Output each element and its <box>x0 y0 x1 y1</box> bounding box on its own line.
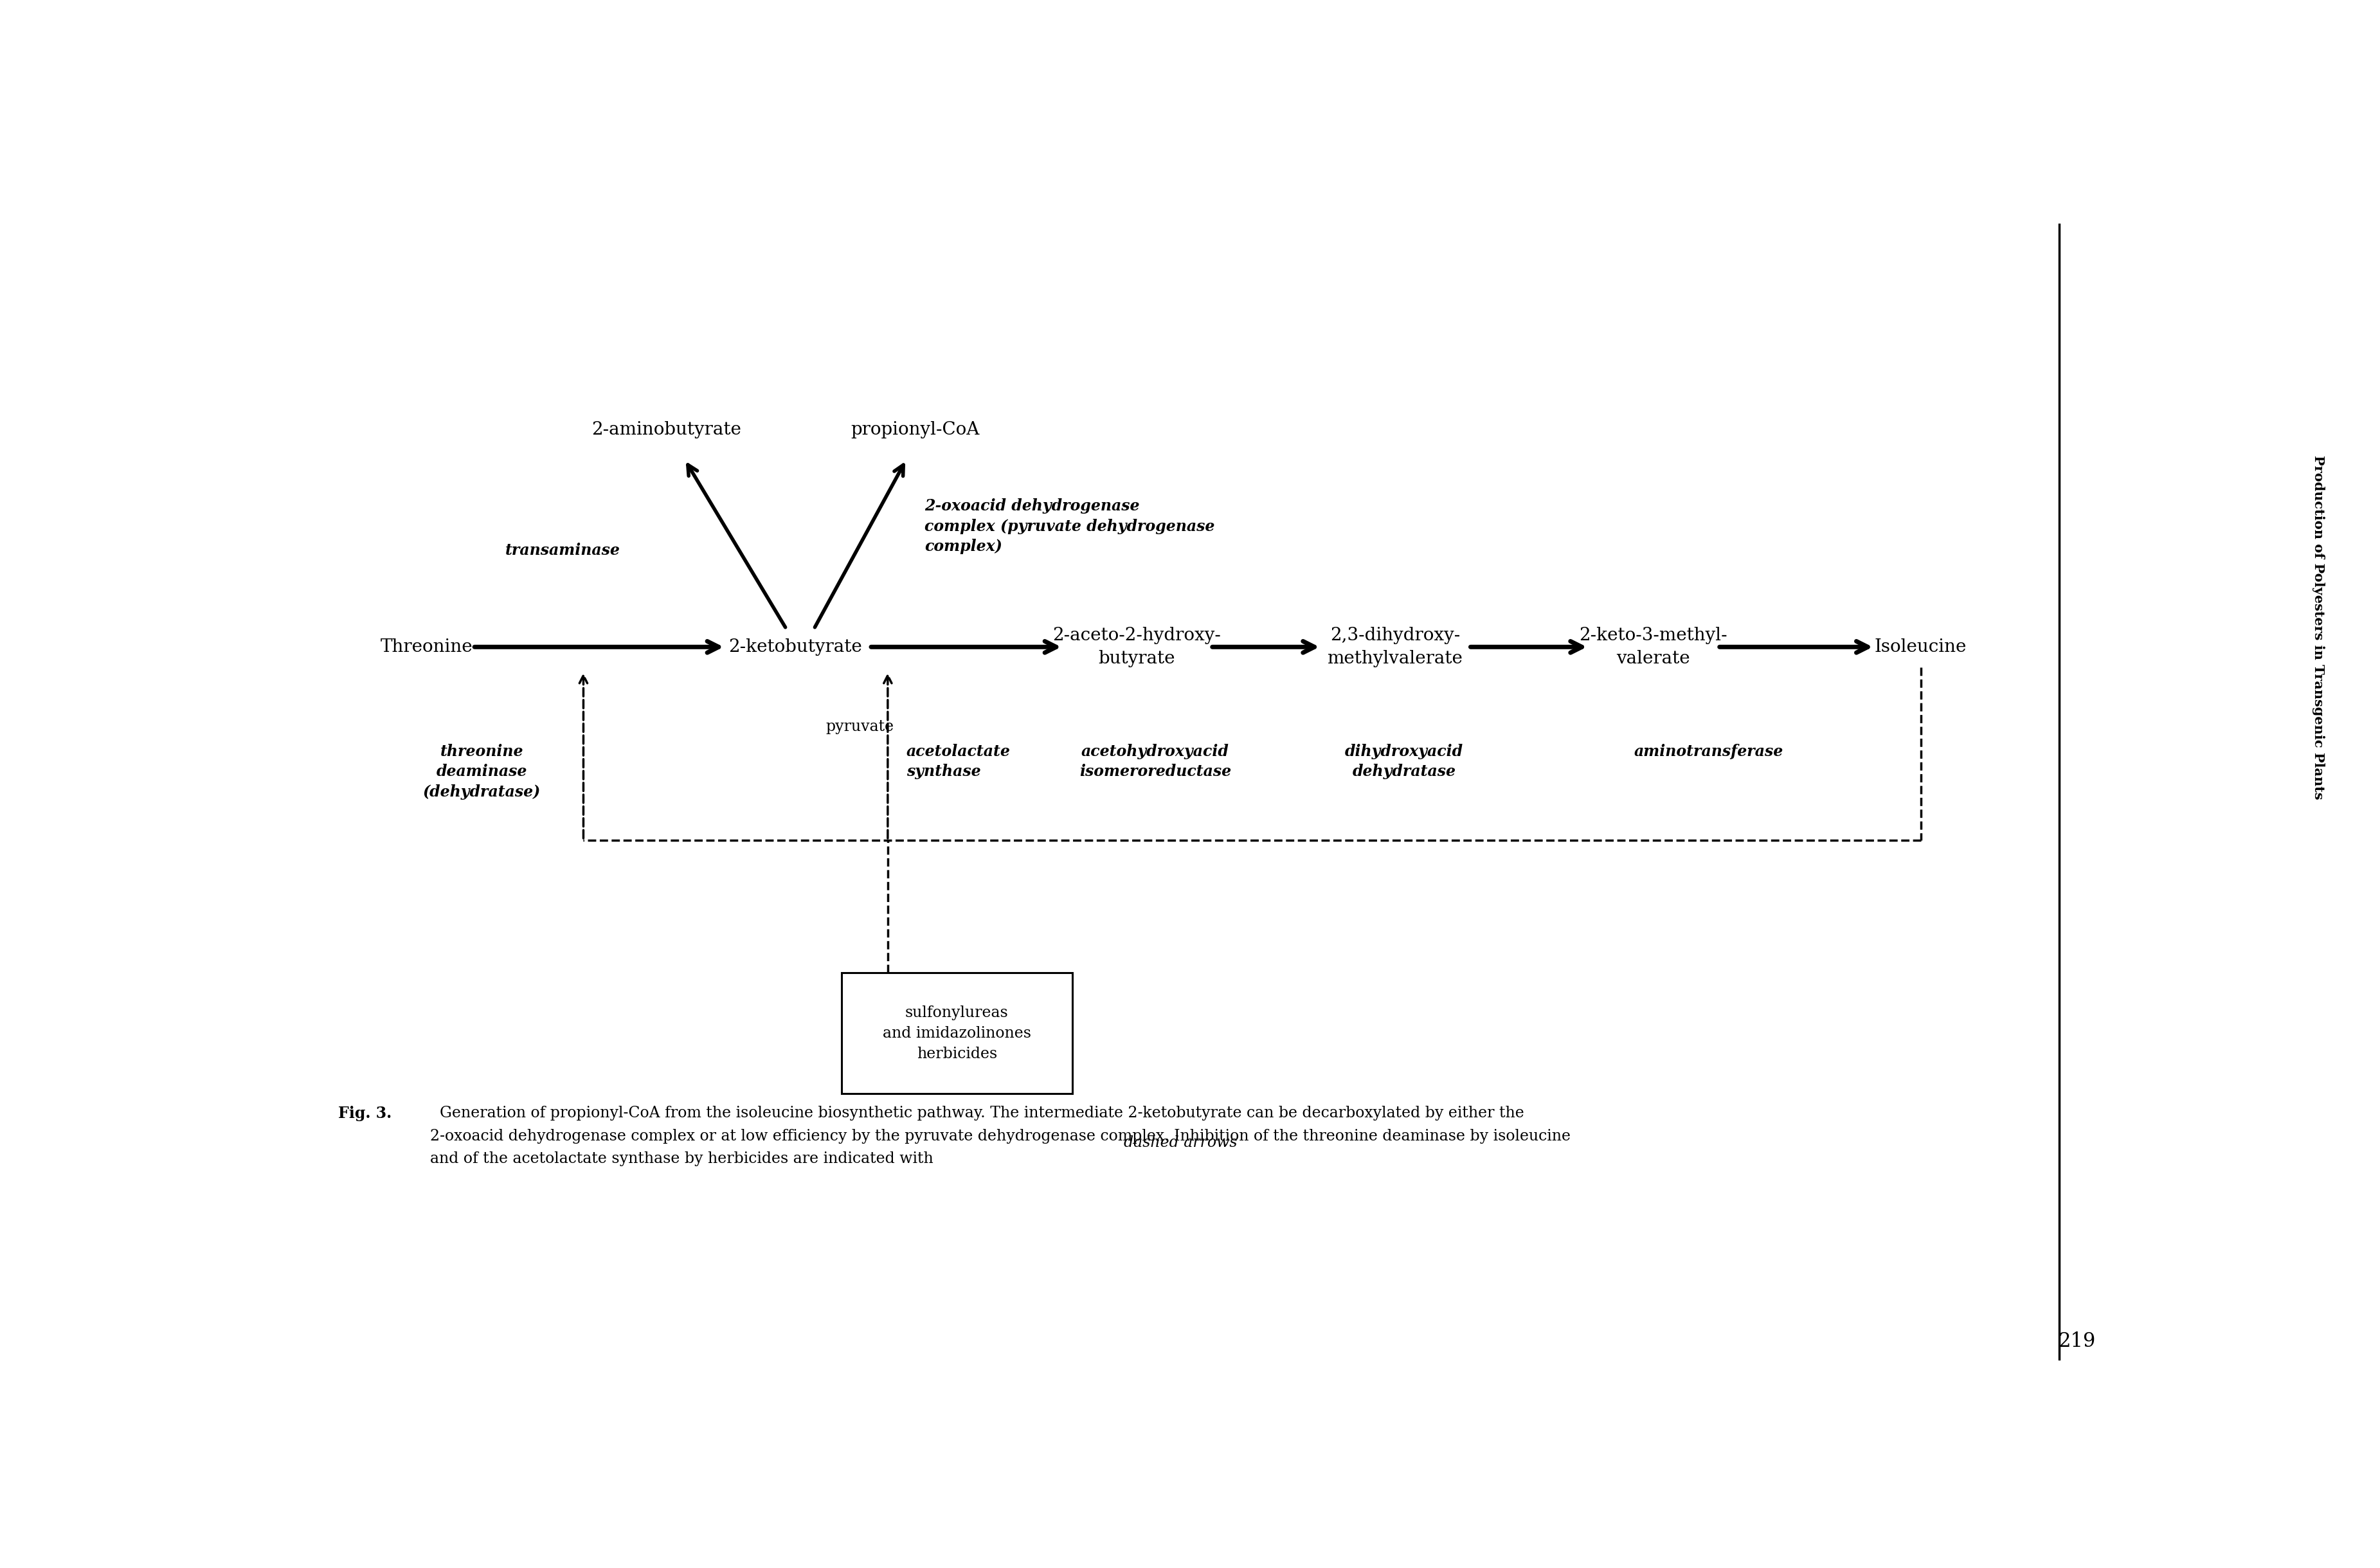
Text: dashed arrows: dashed arrows <box>1123 1135 1238 1149</box>
Text: 2-aminobutyrate: 2-aminobutyrate <box>593 420 740 439</box>
Text: propionyl-CoA: propionyl-CoA <box>852 420 981 439</box>
Bar <box>843 972 1071 1094</box>
Text: 2-keto-3-methyl-
valerate: 2-keto-3-methyl- valerate <box>1578 627 1728 666</box>
Text: 219: 219 <box>2059 1331 2097 1352</box>
Text: Threonine: Threonine <box>381 638 474 655</box>
Text: Fig. 3.: Fig. 3. <box>338 1105 393 1121</box>
Text: pyruvate: pyruvate <box>826 720 895 734</box>
Text: Generation of propionyl-CoA from the isoleucine biosynthetic pathway. The interm: Generation of propionyl-CoA from the iso… <box>431 1105 1571 1167</box>
Text: 2-aceto-2-hydroxy-
butyrate: 2-aceto-2-hydroxy- butyrate <box>1052 627 1221 666</box>
Text: acetolactate
synthase: acetolactate synthase <box>907 743 1009 779</box>
Text: transaminase: transaminase <box>505 543 621 558</box>
Text: Isoleucine: Isoleucine <box>1875 638 1966 655</box>
Text: 2-oxoacid dehydrogenase
complex (pyruvate dehydrogenase
complex): 2-oxoacid dehydrogenase complex (pyruvat… <box>923 499 1214 554</box>
Text: dihydroxyacid
dehydratase: dihydroxyacid dehydratase <box>1345 743 1464 779</box>
Text: threonine
deaminase
(dehydratase): threonine deaminase (dehydratase) <box>424 743 540 800</box>
Text: acetohydroxyacid
isomeroreductase: acetohydroxyacid isomeroreductase <box>1078 743 1230 779</box>
Text: sulfonylureas
and imidazolinones
herbicides: sulfonylureas and imidazolinones herbici… <box>883 1005 1031 1062</box>
Text: 2,3-dihydroxy-
methylvalerate: 2,3-dihydroxy- methylvalerate <box>1328 627 1464 666</box>
Text: Production of Polyesters in Transgenic Plants: Production of Polyesters in Transgenic P… <box>2311 455 2325 800</box>
Text: 2-ketobutyrate: 2-ketobutyrate <box>728 638 862 655</box>
Text: aminotransferase: aminotransferase <box>1635 743 1783 759</box>
